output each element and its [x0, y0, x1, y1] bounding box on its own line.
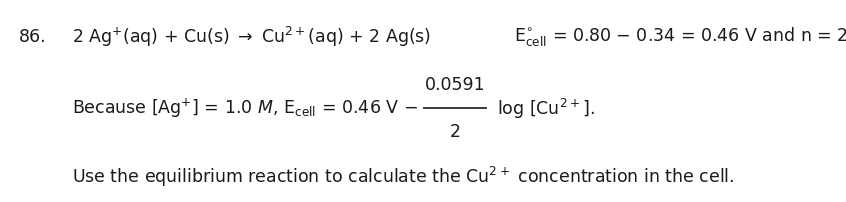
Text: E$^{\circ}_{\rm cell}$ = 0.80 $-$ 0.34 = 0.46 V and n = 2: E$^{\circ}_{\rm cell}$ = 0.80 $-$ 0.34 =… — [514, 25, 846, 48]
Text: Use the equilibrium reaction to calculate the Cu$^{2+}$ concentration in the cel: Use the equilibrium reaction to calculat… — [72, 164, 734, 188]
Text: Because [Ag$^{+}$] = 1.0 $\mathit{M}$, E$_{\rm cell}$ = 0.46 V $-$: Because [Ag$^{+}$] = 1.0 $\mathit{M}$, E… — [72, 97, 418, 120]
Text: 2 Ag$^{+}$(aq) + Cu(s) $\rightarrow$ Cu$^{2+}$(aq) + 2 Ag(s): 2 Ag$^{+}$(aq) + Cu(s) $\rightarrow$ Cu$… — [72, 24, 431, 48]
Text: 0.0591: 0.0591 — [425, 76, 486, 94]
Text: log [Cu$^{2+}$].: log [Cu$^{2+}$]. — [497, 96, 595, 120]
Text: 86.: 86. — [19, 27, 47, 45]
Text: 2: 2 — [449, 122, 461, 140]
